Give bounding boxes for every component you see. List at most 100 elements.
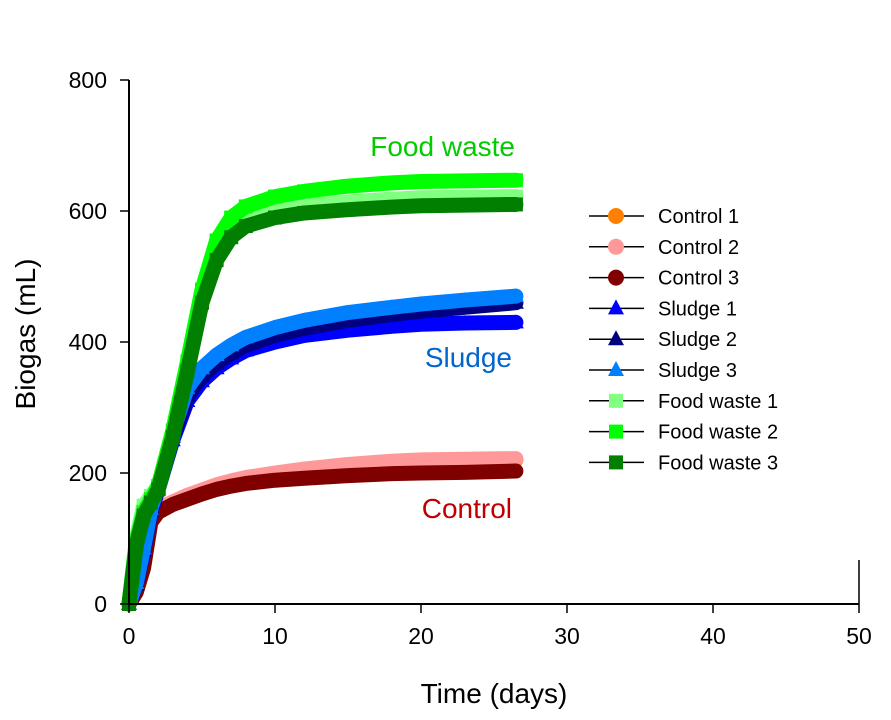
data-point: [457, 465, 472, 480]
legend-item: Control 3: [589, 268, 739, 290]
data-point: [384, 466, 399, 481]
legend-marker: [608, 269, 624, 286]
legend-label: Sludge 3: [658, 360, 737, 382]
data-point: [296, 312, 313, 327]
data-point: [457, 452, 472, 467]
x-tick-label: 50: [846, 623, 872, 649]
series-line: [121, 196, 524, 612]
data-point: [457, 173, 472, 188]
data-point: [268, 473, 282, 488]
data-point: [414, 174, 428, 189]
x-tick-label: 10: [262, 623, 288, 649]
data-point: [383, 318, 400, 333]
annotation-sludge: Sludge: [425, 342, 512, 373]
legend-item: Sludge 1: [589, 298, 737, 320]
data-point: [341, 179, 355, 194]
legend-marker: [609, 424, 623, 439]
data-point: [194, 360, 210, 375]
data-point: [414, 452, 428, 467]
data-point: [507, 288, 524, 303]
data-point: [341, 468, 355, 483]
x-tick-label: 30: [554, 623, 580, 649]
x-axis-title: Time (days): [421, 678, 568, 709]
data-point: [268, 210, 282, 225]
legend-label: Sludge 2: [658, 329, 737, 351]
data-point: [209, 253, 224, 268]
data-point: [238, 476, 253, 491]
data-point: [224, 479, 239, 494]
data-point: [267, 319, 283, 334]
data-point: [340, 322, 356, 337]
legend-marker: [608, 208, 624, 224]
legend-label: Control 1: [658, 206, 739, 228]
x-tick-label: 40: [700, 623, 726, 649]
y-tick-label: 0: [94, 591, 107, 617]
data-point: [129, 538, 144, 553]
annotations: Food waste Sludge Control: [370, 131, 515, 524]
legend-label: Food waste 1: [658, 391, 778, 413]
data-point: [208, 347, 225, 362]
legend-marker: [609, 393, 623, 408]
data-point: [341, 202, 355, 217]
data-point: [414, 466, 428, 480]
data-point: [508, 173, 523, 188]
legend-marker: [608, 238, 624, 255]
data-point: [268, 189, 282, 204]
legend-label: Control 2: [658, 237, 739, 259]
data-point: [238, 219, 253, 234]
legend-label: Sludge 1: [658, 298, 737, 320]
data-point: [195, 295, 209, 310]
data-point: [237, 329, 254, 344]
legend: Control 1 Control 2 Control 3 Sludge 1 Sludg…: [589, 206, 778, 474]
data-point: [224, 230, 239, 245]
data-point: [457, 198, 472, 213]
data-point: [508, 464, 523, 479]
legend-marker: [608, 361, 624, 376]
legend-item: Control 2: [589, 237, 739, 259]
data-point: [143, 495, 158, 510]
y-axis-title: Biogas (mL): [10, 259, 41, 410]
data-point: [297, 205, 312, 220]
data-point: [508, 451, 523, 466]
legend-label: Food waste 2: [658, 422, 778, 444]
axes: 0 10 20 30 40 50 0 200 400 600 800: [69, 67, 872, 649]
data-point: [413, 316, 429, 331]
legend-marker: [609, 455, 623, 470]
legend-label: Control 3: [658, 268, 739, 290]
y-tick-label: 800: [69, 67, 107, 93]
legend-item: Food waste 1: [589, 391, 778, 413]
y-tick-label: 600: [69, 198, 107, 224]
data-point: [414, 198, 428, 213]
data-point: [384, 200, 399, 215]
data-point: [413, 296, 429, 311]
annotation-control: Control: [422, 493, 512, 524]
data-point: [456, 315, 473, 330]
y-tick-label: 200: [69, 460, 107, 486]
series-food-waste-3: [121, 196, 524, 612]
data-point: [165, 497, 180, 512]
data-point: [507, 314, 524, 329]
x-tick-label: 0: [123, 623, 136, 649]
x-ticks: 0 10 20 30 40 50: [123, 604, 872, 649]
y-ticks: 0 200 400 600 800: [69, 67, 129, 617]
data-point: [456, 292, 473, 307]
data-point: [508, 197, 523, 212]
data-point: [180, 492, 195, 507]
legend-item: Sludge 2: [589, 329, 737, 351]
data-point: [209, 482, 224, 497]
data-point: [383, 299, 400, 314]
data-point: [297, 184, 312, 199]
data-point: [195, 486, 209, 501]
annotation-food-waste: Food waste: [370, 131, 515, 162]
legend-label: Food waste 3: [658, 452, 778, 474]
data-point: [223, 337, 240, 352]
y-tick-label: 400: [69, 329, 107, 355]
data-point: [165, 429, 180, 444]
legend-item: Food waste 2: [589, 422, 778, 444]
data-point: [384, 454, 399, 469]
data-point: [384, 175, 399, 190]
data-point: [224, 210, 239, 225]
x-tick-label: 20: [408, 623, 434, 649]
data-point: [238, 199, 253, 214]
